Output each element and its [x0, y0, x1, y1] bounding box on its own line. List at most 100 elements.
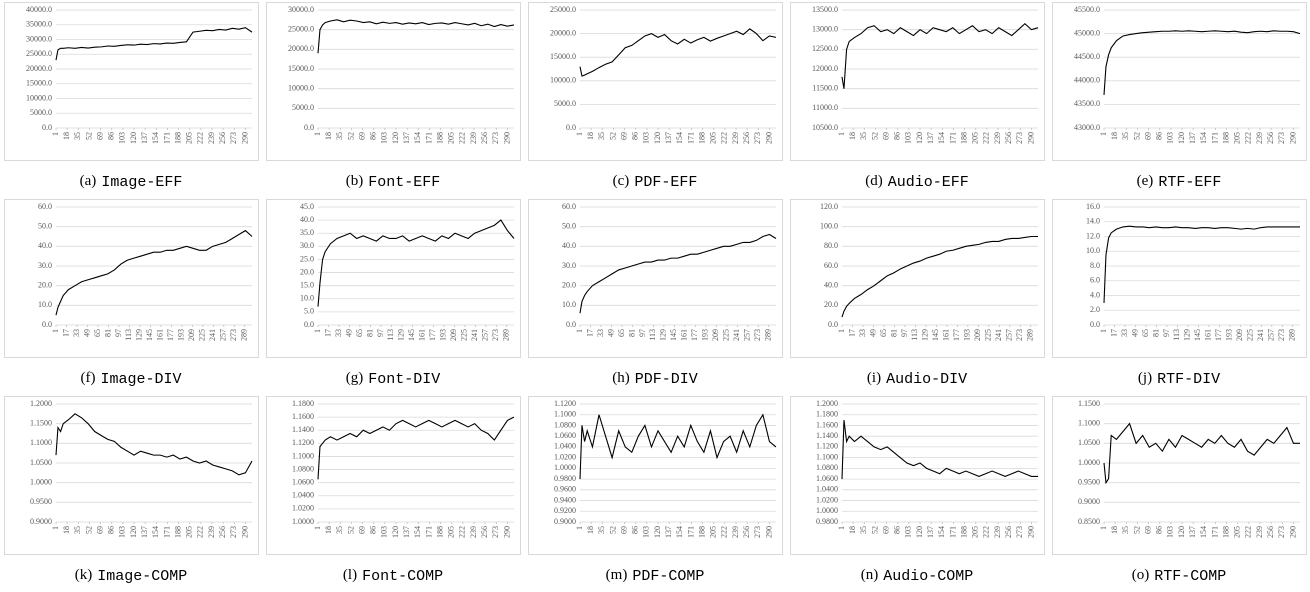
y-tick-label: 1.0000	[816, 506, 838, 515]
y-tick-label: 6.0	[1090, 276, 1100, 285]
x-tick-label: 18	[62, 132, 71, 140]
x-tick-label: 256	[218, 132, 227, 144]
x-tick-label: 1	[1099, 329, 1108, 333]
chart-panel: 0.0 5000.0 10000.0 15000.0 20000.0 25000.0 300…	[266, 2, 521, 191]
x-tick-label: 273	[491, 526, 500, 538]
y-tick-label: 43500.0	[1074, 99, 1100, 108]
chart-frame	[1052, 396, 1307, 555]
x-tick-label: 52	[84, 132, 93, 140]
x-tick-label: 33	[858, 329, 867, 337]
y-tick-label: 1.1200	[292, 438, 314, 447]
x-tick-label: 86	[107, 132, 116, 140]
y-tick-label: 20.0	[824, 300, 838, 309]
x-tick-label: 52	[346, 526, 355, 534]
x-tick-label: 161	[942, 329, 951, 341]
x-tick-label: 273	[1277, 329, 1286, 341]
x-tick-label: 120	[1177, 132, 1186, 144]
y-tick-label: 0.9800	[816, 517, 838, 526]
chart-frame	[266, 2, 521, 161]
y-tick-label: 1.0200	[292, 504, 314, 513]
x-tick-label: 188	[1221, 526, 1230, 538]
caption: (i) Audio-DIV	[867, 370, 967, 388]
caption: (g) Font-DIV	[346, 370, 441, 388]
x-tick-label: 69	[881, 132, 890, 140]
x-tick-label: 171	[162, 132, 171, 144]
x-tick-label: 222	[196, 526, 205, 538]
x-tick-label: 113	[910, 329, 919, 341]
x-tick-label: 290	[1288, 526, 1297, 538]
y-tick-label: 15.0	[300, 280, 314, 289]
x-tick-label: 273	[229, 329, 238, 341]
x-tick-label: 239	[731, 526, 740, 538]
x-tick-label: 273	[753, 526, 762, 538]
x-tick-label: 33	[596, 329, 605, 337]
x-tick-label: 103	[642, 132, 651, 144]
x-tick-label: 209	[1235, 329, 1244, 341]
caption-letter: (b)	[346, 173, 364, 189]
y-tick-label: 1.0400	[554, 442, 576, 451]
x-tick-label: 81	[365, 329, 374, 337]
y-tick-label: 10.0	[300, 294, 314, 303]
y-tick-label: 12.0	[1086, 231, 1100, 240]
y-tick-label: 25000.0	[550, 5, 576, 14]
caption-name: Font-DIV	[368, 371, 440, 388]
x-tick-label: 52	[608, 132, 617, 140]
y-tick-label: 1.0200	[816, 495, 838, 504]
y-tick-label: 0.0	[566, 123, 576, 132]
x-tick-label: 161	[418, 329, 427, 341]
x-tick-label: 273	[753, 132, 762, 144]
x-tick-label: 290	[502, 132, 511, 144]
x-tick-label: 188	[435, 132, 444, 144]
data-line	[579, 233, 777, 314]
x-tick-label: 154	[1199, 132, 1208, 144]
x-tick-label: 171	[1210, 526, 1219, 538]
x-tick-label: 205	[447, 132, 456, 144]
x-tick-label: 69	[95, 526, 104, 534]
x-tick-label: 103	[1166, 526, 1175, 538]
x-tick-label: 18	[62, 526, 71, 534]
x-tick-label: 86	[369, 526, 378, 534]
y-tick-label: 10000.0	[26, 93, 52, 102]
x-tick-label: 69	[357, 132, 366, 140]
y-tick-label: 1.0400	[816, 485, 838, 494]
x-tick-label: 1	[837, 526, 846, 530]
x-tick-label: 69	[357, 526, 366, 534]
x-tick-label: 188	[959, 132, 968, 144]
x-tick-label: 154	[675, 526, 684, 538]
chart-frame	[1052, 199, 1307, 358]
caption-letter: (a)	[80, 173, 97, 189]
x-tick-label: 120	[653, 526, 662, 538]
x-tick-label: 273	[753, 329, 762, 341]
y-tick-label: 40.0	[562, 241, 576, 250]
y-tick-label: 1.0000	[554, 463, 576, 472]
x-tick-label: 52	[84, 526, 93, 534]
y-tick-label: 2.0	[1090, 305, 1100, 314]
y-tick-label: 5000.0	[292, 103, 314, 112]
x-tick-label: 65	[355, 329, 364, 337]
x-tick-label: 222	[1244, 526, 1253, 538]
caption: (j) RTF-DIV	[1138, 370, 1220, 388]
x-tick-label: 49	[868, 329, 877, 337]
x-tick-label: 137	[140, 132, 149, 144]
y-tick-label: 40.0	[300, 215, 314, 224]
x-tick-label: 35	[335, 132, 344, 140]
x-tick-label: 171	[162, 526, 171, 538]
x-tick-label: 222	[720, 132, 729, 144]
y-tick-label: 60.0	[824, 261, 838, 270]
data-line	[1103, 422, 1300, 485]
chart-panel: 0.8500 0.9000 0.9500 1.0000 1.0500 1.1000 1.15…	[1052, 396, 1307, 585]
x-tick-label: 120	[915, 526, 924, 538]
x-tick-label: 97	[376, 329, 385, 337]
x-tick-label: 120	[915, 132, 924, 144]
x-tick-label: 18	[586, 526, 595, 534]
x-tick-label: 35	[335, 526, 344, 534]
x-tick-label: 145	[145, 329, 154, 341]
x-tick-label: 120	[129, 132, 138, 144]
x-tick-label: 103	[1166, 132, 1175, 144]
y-tick-label: 1.0800	[554, 420, 576, 429]
x-tick-label: 193	[963, 329, 972, 341]
data-line	[841, 23, 1039, 89]
x-tick-label: 129	[397, 329, 406, 341]
caption-letter: (j)	[1138, 370, 1152, 386]
